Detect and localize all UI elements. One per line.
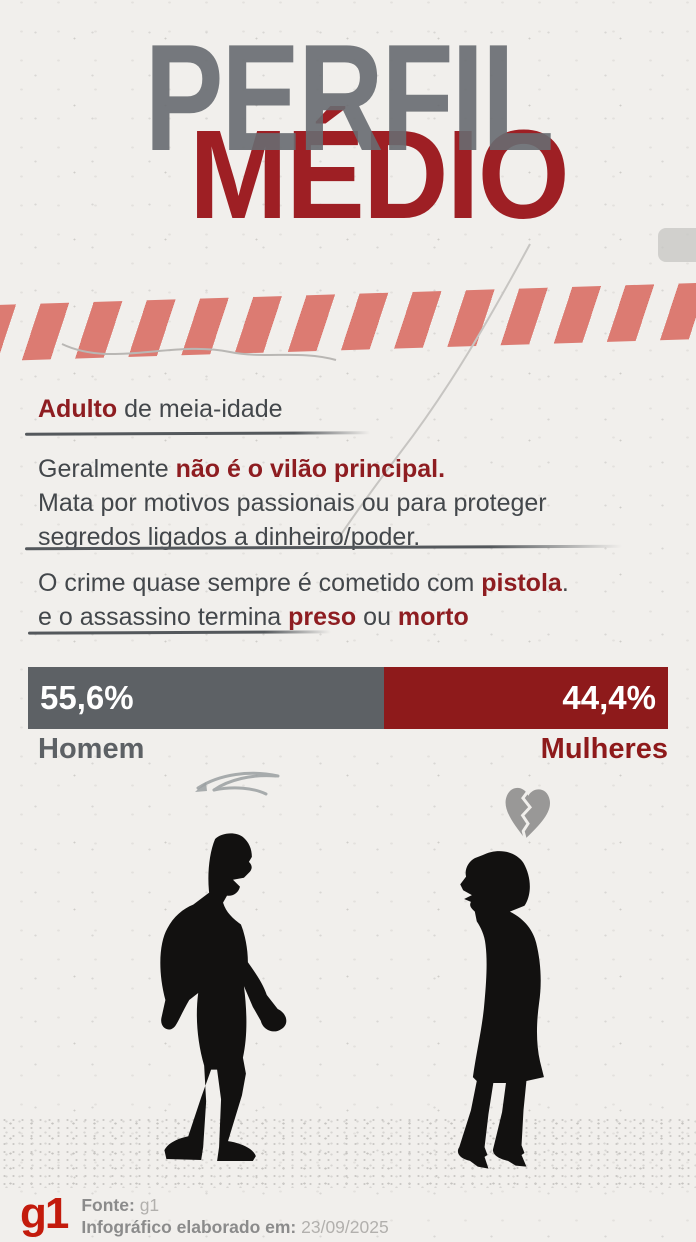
fact-motive-line1: Geralmente não é o vilão principal.	[38, 455, 446, 483]
fact-weapon-line1: O crime quase sempre é cometido com pist…	[38, 569, 569, 597]
bar-segment-women: 44,4%	[383, 667, 668, 729]
g1-logo: g1	[20, 1189, 69, 1238]
date-value: 23/09/2025	[301, 1217, 389, 1237]
page-title: PERFIL MÉDIO	[0, 22, 696, 238]
bar-segment-men: 55,6%	[28, 667, 384, 729]
fact-motive: Geralmente não é o vilão principal. Mata…	[38, 452, 547, 554]
gender-split-labels: Homem Mulheres	[38, 733, 668, 766]
divider	[27, 630, 332, 635]
footer-source-line: Fonte: g1	[81, 1194, 388, 1216]
source-label: Fonte:	[81, 1195, 135, 1215]
date-label: Infográfico elaborado em:	[81, 1217, 297, 1237]
footer: g1 Fonte: g1 Infográfico elaborado em: 2…	[20, 1192, 389, 1238]
divider	[24, 431, 371, 436]
scratch-scribble-icon	[195, 771, 280, 796]
fact-motive-line2: Mata por motivos passionais ou para prot…	[38, 489, 547, 517]
bar-label-women: Mulheres	[540, 733, 668, 765]
footer-date-line: Infográfico elaborado em: 23/09/2025	[81, 1216, 388, 1238]
broken-heart-icon	[505, 787, 550, 840]
bar-label-men: Homem	[38, 733, 145, 765]
source-value: g1	[139, 1195, 160, 1215]
bar-value-women: 44,4%	[562, 679, 656, 716]
paper-smudge	[658, 228, 696, 262]
shouting-man-silhouette	[160, 833, 287, 1162]
title-word-top: PERFIL	[144, 13, 554, 183]
shouting-woman-silhouette	[457, 851, 544, 1169]
bar-value-men: 55,6%	[40, 679, 134, 716]
gender-split-bar: 55,6% 44,4%	[28, 667, 668, 729]
fact-age: Adulto de meia-idade	[38, 395, 283, 423]
police-tape-stripes	[0, 282, 696, 362]
title-word-bottom: MÉDIO	[189, 104, 571, 245]
fact-weapon: O crime quase sempre é cometido com pist…	[38, 566, 569, 634]
ground-texture	[0, 1116, 696, 1188]
fact-weapon-line2: e o assassino termina preso ou morto	[38, 603, 469, 631]
footer-credits: Fonte: g1 Infográfico elaborado em: 23/0…	[81, 1192, 388, 1238]
fact-age-accent: Adulto	[38, 395, 118, 423]
